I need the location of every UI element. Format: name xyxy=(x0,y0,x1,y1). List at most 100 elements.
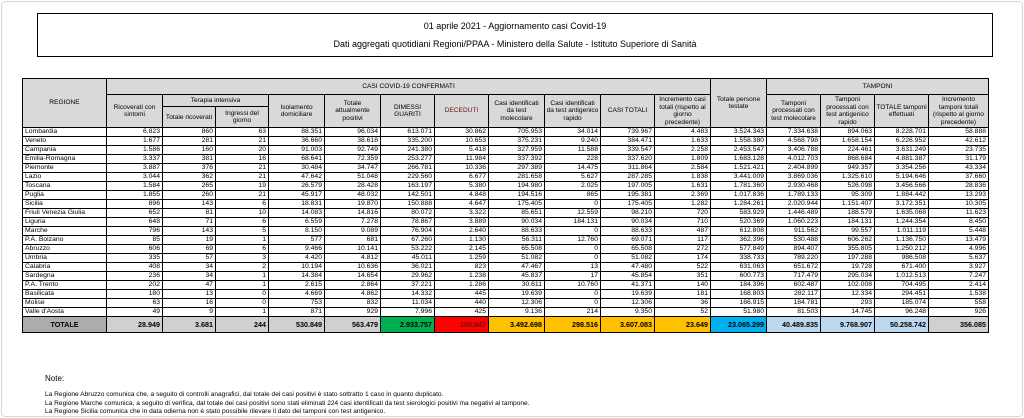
value-cell: 28.836 xyxy=(928,181,990,192)
column-header-casi-totali: CASI TOTALI xyxy=(600,93,655,129)
table-row: Lombardia 6.823 860 63 88.351 96.034 613.071 30… xyxy=(22,127,990,138)
value-cell: 184.781 xyxy=(766,298,822,309)
value-cell: 34 xyxy=(162,262,216,273)
column-header-regione: REGIONE xyxy=(22,77,107,129)
value-cell: 26.579 xyxy=(268,181,325,192)
value-cell: 13 xyxy=(162,289,216,300)
value-cell: 31.179 xyxy=(928,154,990,165)
region-name: Sardegna xyxy=(22,271,107,282)
value-cell: 929 xyxy=(324,307,381,318)
totale-value-cell: 563.479 xyxy=(324,316,381,334)
value-cell: 894.063 xyxy=(820,127,876,138)
value-cell: 188.579 xyxy=(820,208,876,219)
value-cell: 613.071 xyxy=(380,127,435,138)
value-cell: 51.082 xyxy=(488,253,545,264)
region-name: Liguria xyxy=(22,217,107,228)
value-cell: 1.130 xyxy=(434,235,489,246)
value-cell: 5.448 xyxy=(928,226,990,237)
value-cell: 520.369 xyxy=(710,217,768,228)
value-cell: 95.309 xyxy=(820,190,876,201)
region-name: Puglia xyxy=(22,190,107,201)
value-cell: 195.381 xyxy=(600,190,655,201)
table-row: Sicilia 896 143 6 18.831 19.870 150.888 4.647 17… xyxy=(22,199,990,210)
value-cell: 184.131 xyxy=(544,217,601,228)
value-cell: 5 xyxy=(215,226,269,237)
value-cell: 4.012.703 xyxy=(766,154,822,165)
value-cell: 577.849 xyxy=(710,244,768,255)
value-cell: 19.639 xyxy=(600,289,655,300)
value-cell: 36.660 xyxy=(268,136,325,147)
value-cell: 76.904 xyxy=(380,226,435,237)
table-row: Molise 63 16 0 753 832 11.034 440 12.306 0 12.306 3… xyxy=(22,298,990,309)
value-cell: 338.733 xyxy=(710,253,768,264)
value-cell: 13 xyxy=(544,262,601,273)
value-cell: 739.967 xyxy=(600,127,655,138)
value-cell: 11.623 xyxy=(928,208,990,219)
value-cell: 648 xyxy=(106,217,163,228)
value-cell: 986.508 xyxy=(874,253,930,264)
value-cell: 2.258 xyxy=(653,145,712,156)
value-cell: 20 xyxy=(215,145,269,156)
value-cell: 16 xyxy=(162,298,216,309)
column-header-totale-tamponi: TOTALE tamponi effettuati xyxy=(874,93,930,129)
value-cell: 8.450 xyxy=(928,217,990,228)
value-cell: 21 xyxy=(215,172,269,183)
value-cell: 2.025 xyxy=(544,181,601,192)
value-cell: 45.854 xyxy=(600,271,655,282)
value-cell: 13.293 xyxy=(928,190,990,201)
value-cell: 2.369 xyxy=(653,190,712,201)
value-cell: 1.633 xyxy=(653,136,712,147)
value-cell: 3.456.566 xyxy=(874,181,930,192)
value-cell: 51.048 xyxy=(324,172,381,183)
value-cell: 7.334.638 xyxy=(766,127,822,138)
column-header-isolamento: Isolamento domiciliare xyxy=(268,93,325,129)
value-cell: 163.197 xyxy=(380,181,435,192)
value-cell: 10.305 xyxy=(928,199,990,210)
table-row: Liguria 648 71 6 6.559 7.278 78.867 3.889 90.034… xyxy=(22,217,990,228)
totale-value-cell: 9.768.907 xyxy=(820,316,876,334)
value-cell: 297.389 xyxy=(488,163,545,174)
totale-value-cell: 50.258.742 xyxy=(874,316,930,334)
value-cell: 10.636 xyxy=(324,262,381,273)
value-cell: 2.145 xyxy=(434,244,489,255)
value-cell: 1.809 xyxy=(653,154,712,165)
value-cell: 85 xyxy=(106,235,163,246)
value-cell: 1.838 xyxy=(653,172,712,183)
value-cell: 287.285 xyxy=(600,172,655,183)
value-cell: 8.150 xyxy=(268,226,325,237)
table-row: Calabria 408 34 2 10.194 10.636 36.021 823 47.46… xyxy=(22,262,990,273)
column-header-tamponi-molecolare: Tamponi processati con test molecolare xyxy=(766,93,822,129)
value-cell: 3.631.249 xyxy=(874,145,930,156)
note-line: La Regione Marche comunica, a seguito di… xyxy=(45,399,530,407)
value-cell: 3.869.036 xyxy=(766,172,822,183)
region-name: Emilia-Romagna xyxy=(22,154,107,165)
value-cell: 1.284.261 xyxy=(710,199,768,210)
column-header-casi-antigenico: Casi identificati da test antigenico rap… xyxy=(544,93,601,129)
value-cell: 796 xyxy=(106,226,163,237)
value-cell: 57 xyxy=(162,253,216,264)
value-cell: 88.351 xyxy=(268,127,325,138)
value-cell: 98.210 xyxy=(600,208,655,219)
value-cell: 926 xyxy=(928,307,990,318)
value-cell: 88.633 xyxy=(600,226,655,237)
value-cell: 1 xyxy=(215,280,269,291)
value-cell: 30.862 xyxy=(434,127,489,138)
value-cell: 1.658.154 xyxy=(820,136,876,147)
value-cell: 197.288 xyxy=(820,253,876,264)
totale-value-cell: 3.681 xyxy=(162,316,216,334)
value-cell: 4.848 xyxy=(434,190,489,201)
value-cell: 43.334 xyxy=(928,163,990,174)
value-cell: 14.816 xyxy=(324,208,381,219)
value-cell: 1.631 xyxy=(653,181,712,192)
value-cell: 1.446.489 xyxy=(766,208,822,219)
value-cell: 0 xyxy=(544,298,601,309)
value-cell: 949.357 xyxy=(820,163,876,174)
value-cell: 558 xyxy=(928,298,990,309)
value-cell: 160 xyxy=(162,145,216,156)
value-cell: 375.231 xyxy=(488,136,545,147)
region-name: Campania xyxy=(22,145,107,156)
value-cell: 425 xyxy=(434,307,489,318)
value-cell: 1 xyxy=(215,271,269,282)
value-cell: 9.466 xyxy=(268,244,325,255)
value-cell: 72.359 xyxy=(324,154,381,165)
